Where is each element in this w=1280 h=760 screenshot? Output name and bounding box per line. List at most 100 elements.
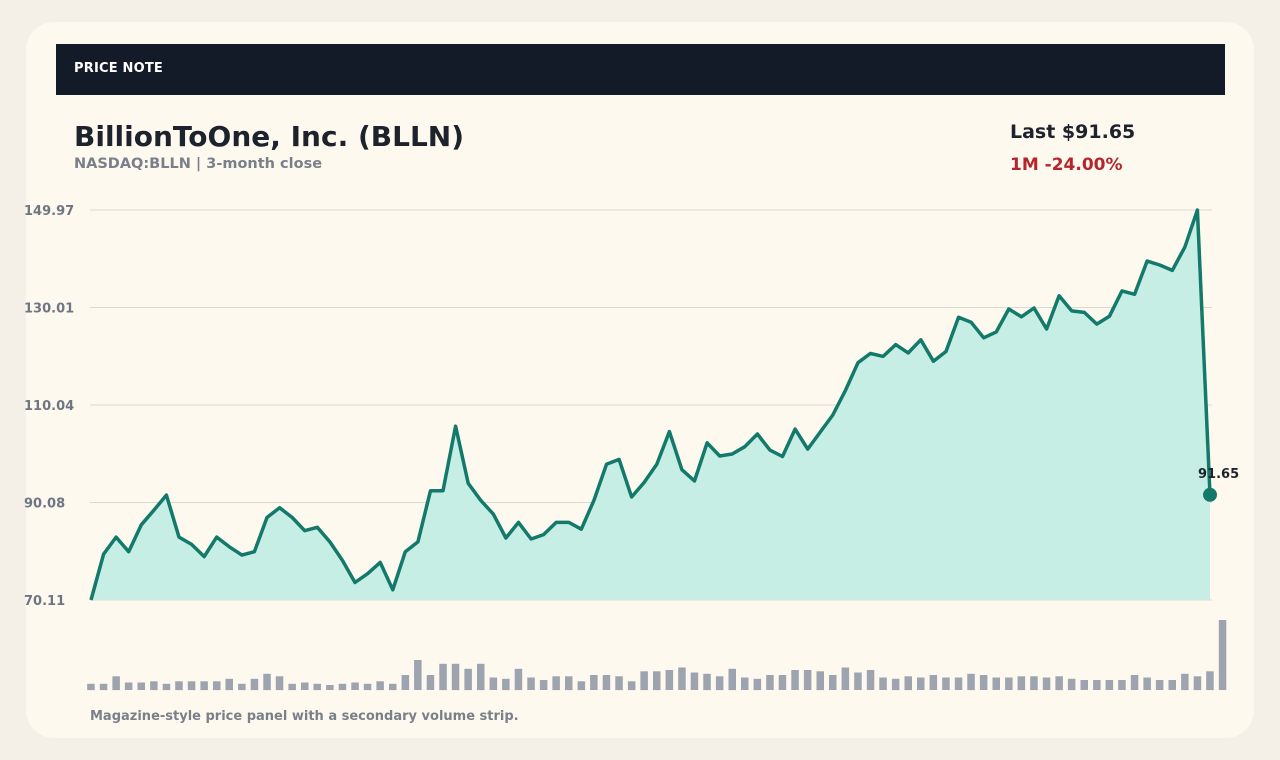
volume-bar <box>1105 680 1114 690</box>
y-tick-label: 70.11 <box>24 594 65 609</box>
volume-bar <box>426 675 435 690</box>
volume-bar <box>1181 673 1189 691</box>
volume-bar <box>627 681 636 691</box>
volume-bar <box>753 678 762 691</box>
volume-bar <box>678 667 686 690</box>
volume-bar <box>351 682 359 690</box>
volume-bar <box>514 668 523 691</box>
volume-bar <box>338 683 347 691</box>
volume-bar <box>929 675 938 690</box>
volume-bar <box>577 681 586 691</box>
y-axis: 149.97 130.01 110.04 90.08 70.11 <box>24 204 74 609</box>
volume-bar <box>715 676 724 691</box>
volume-bar <box>288 683 296 691</box>
volume-bar <box>1067 678 1076 691</box>
volume-bar <box>1130 675 1139 690</box>
volume-bar <box>363 683 372 691</box>
volume-bar <box>942 677 950 690</box>
volume-strip <box>87 620 1227 691</box>
last-price: Last $91.65 <box>1010 121 1136 143</box>
volume-bar <box>439 663 447 691</box>
volume-bar <box>841 667 850 690</box>
volume-bar <box>879 677 887 690</box>
volume-bar <box>401 675 410 690</box>
volume-bar <box>979 675 988 690</box>
price-line <box>89 208 1212 601</box>
banner: PRICE NOTE <box>56 44 1225 95</box>
volume-bar <box>225 678 233 691</box>
volume-bar <box>162 683 171 691</box>
y-tick-label: 130.01 <box>24 302 74 317</box>
volume-bar <box>917 677 925 690</box>
volume-bar <box>112 676 120 691</box>
volume-bar <box>640 671 648 691</box>
volume-bar <box>313 683 321 691</box>
volume-bar <box>1093 680 1101 690</box>
volume-bar <box>464 668 472 691</box>
volume-bar <box>238 683 246 691</box>
volume-bar <box>200 681 208 691</box>
volume-bar <box>602 675 611 690</box>
volume-bar <box>552 676 560 691</box>
volume-bar <box>829 675 837 690</box>
volume-bar <box>414 660 422 690</box>
volume-bar <box>326 685 334 690</box>
page-subtitle: NASDAQ:BLLN | 3-month close <box>74 156 323 172</box>
y-tick-label: 110.04 <box>24 399 74 414</box>
volume-bar <box>539 680 548 690</box>
volume-bar <box>263 673 271 691</box>
volume-bar <box>1017 676 1026 691</box>
volume-bar <box>124 682 133 690</box>
volume-bar <box>1005 677 1013 690</box>
volume-bar <box>489 677 498 690</box>
volume-bar <box>1080 680 1088 690</box>
y-tick-label: 149.97 <box>24 204 74 219</box>
price-change: 1M -24.00% <box>1010 155 1123 175</box>
volume-bar <box>389 683 397 691</box>
volume-bar <box>728 668 736 691</box>
volume-bar <box>954 677 963 690</box>
volume-bar <box>967 673 975 691</box>
volume-bar <box>1206 671 1214 691</box>
volume-bar <box>741 677 749 690</box>
volume-bar <box>1218 620 1227 690</box>
volume-bar <box>766 675 774 690</box>
page-title: BillionToOne, Inc. (BLLN) <box>74 120 465 153</box>
volume-bar <box>665 670 674 690</box>
volume-bar <box>803 670 812 690</box>
volume-bar <box>275 676 284 691</box>
volume-bar <box>187 681 196 691</box>
volume-bar <box>778 675 787 690</box>
volume-bar <box>866 670 875 690</box>
volume-bar <box>250 678 259 691</box>
volume-bar <box>376 681 384 691</box>
last-point <box>1203 487 1217 502</box>
volume-bar <box>1030 676 1038 691</box>
volume-bar <box>1155 680 1164 690</box>
volume-bar <box>854 672 862 690</box>
volume-bar <box>1118 680 1126 690</box>
volume-bar <box>690 672 699 690</box>
volume-bar <box>1143 677 1151 690</box>
volume-bar <box>150 681 158 691</box>
volume-bar <box>301 682 309 690</box>
caption: Magazine-style price panel with a second… <box>90 709 519 724</box>
volume-bar <box>1193 676 1202 691</box>
volume-bar <box>653 671 661 691</box>
volume-bar <box>1055 676 1063 691</box>
volume-bar <box>99 683 108 691</box>
volume-bar <box>87 683 95 691</box>
banner-label: PRICE NOTE <box>74 61 164 76</box>
volume-bar <box>1042 677 1051 690</box>
volume-bar <box>615 676 623 691</box>
volume-bar <box>891 678 900 691</box>
price-area <box>91 210 1210 600</box>
volume-bar <box>175 681 183 691</box>
volume-bar <box>816 671 824 691</box>
volume-bar <box>527 677 535 690</box>
volume-bar <box>904 676 912 691</box>
volume-bar <box>992 677 1000 690</box>
volume-bar <box>791 670 799 690</box>
volume-bar <box>137 682 145 690</box>
volume-bar <box>502 678 510 691</box>
